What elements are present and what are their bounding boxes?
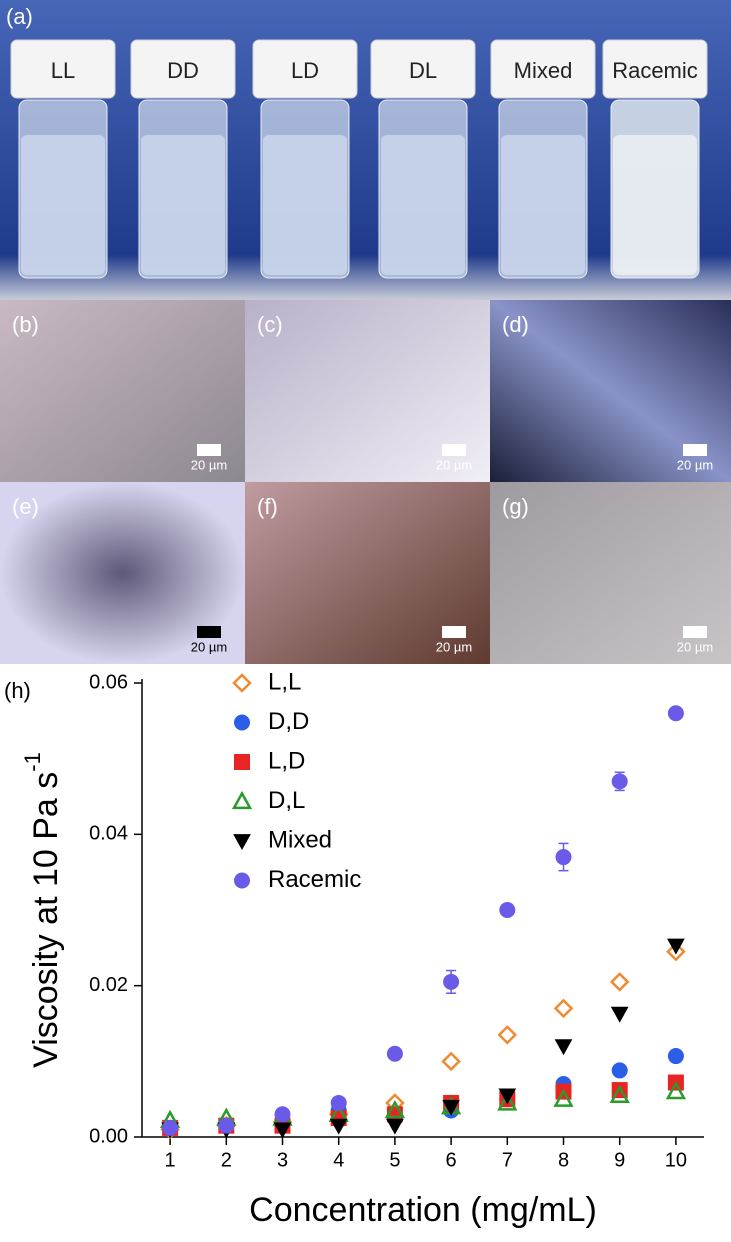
y-axis-label: Viscosity at 10 Pa s-1 (20, 752, 65, 1068)
data-point (665, 1081, 687, 1100)
legend-label: Racemic (268, 866, 361, 893)
data-point (329, 1118, 348, 1135)
data-point (555, 849, 572, 866)
data-point (441, 1051, 461, 1072)
vial-cap (370, 39, 476, 99)
data-point (666, 941, 686, 962)
scale-bar (683, 444, 707, 456)
panel-label: (f) (257, 494, 278, 519)
scale-label: 20 µm (677, 639, 713, 654)
data-point (497, 1092, 518, 1111)
data-point (611, 1062, 628, 1079)
x-tick-label: 8 (558, 1149, 569, 1171)
vial-cap (130, 39, 236, 99)
vial-liquid (21, 135, 105, 275)
y-tick-label: 0.04 (89, 823, 128, 845)
vial-liquid (613, 135, 697, 275)
data-point (443, 973, 460, 990)
vial-label: LD (291, 58, 319, 83)
panel-label: (a) (6, 4, 33, 29)
panel-label: (g) (502, 494, 529, 519)
data-point (554, 1039, 573, 1056)
x-tick-label: 4 (333, 1149, 344, 1171)
data-point (611, 773, 628, 790)
x-tick-label: 10 (665, 1149, 687, 1171)
scale-bar (442, 626, 466, 638)
data-point (498, 1088, 517, 1105)
legend-marker (234, 754, 250, 770)
y-axis-label-superscript: -1 (20, 752, 45, 772)
data-point (499, 902, 516, 918)
legend-marker (234, 714, 250, 731)
y-tick-label: 0.02 (89, 974, 128, 996)
data-point (162, 1119, 179, 1136)
y-tick-label: 0.06 (89, 671, 128, 693)
y-tick-label: 0.00 (89, 1125, 128, 1147)
scale-label: 20 µm (191, 639, 227, 654)
vial-label: Mixed (514, 58, 573, 83)
x-tick-label: 5 (389, 1149, 400, 1171)
x-tick-label: 2 (221, 1149, 232, 1171)
x-axis-label: Concentration (mg/mL) (249, 1191, 597, 1229)
x-tick-label: 9 (614, 1149, 625, 1171)
data-point (667, 938, 685, 955)
scale-label: 20 µm (436, 457, 472, 472)
vial-label: Racemic (612, 58, 698, 83)
panel-label: (b) (12, 312, 39, 337)
vial-cap (10, 39, 116, 99)
vial-liquid (141, 135, 225, 275)
legend-marker (232, 673, 252, 693)
scale-label: 20 µm (436, 639, 472, 654)
x-tick-label: 1 (165, 1149, 176, 1171)
legend-marker (233, 834, 251, 851)
vial-liquid (501, 135, 585, 275)
vial-cap (602, 39, 708, 99)
vial-cap (252, 39, 358, 99)
legend-label: L,D (268, 747, 305, 774)
data-point (384, 1099, 406, 1119)
vial-label: DL (409, 58, 437, 83)
data-point (553, 1088, 574, 1107)
data-point (274, 1106, 291, 1123)
y-axis-label-text: Viscosity at 10 Pa s (27, 772, 65, 1068)
data-point (330, 1094, 347, 1111)
x-tick-label: 6 (446, 1149, 457, 1171)
legend-marker (234, 872, 250, 889)
scale-bar (197, 626, 221, 638)
data-point (497, 1025, 518, 1045)
legend-label: L,L (268, 668, 301, 695)
data-point (442, 1099, 460, 1116)
legend-marker (231, 790, 253, 810)
scale-bar (683, 626, 707, 638)
data-point (386, 1045, 403, 1062)
data-point (553, 998, 574, 1019)
x-tick-label: 7 (502, 1149, 513, 1171)
x-tick-label: 3 (277, 1149, 288, 1171)
data-point (273, 1122, 292, 1139)
panel-label: (h) (4, 678, 31, 703)
data-point (218, 1117, 235, 1134)
legend-label: Mixed (268, 826, 332, 853)
data-point (667, 705, 684, 722)
data-point (386, 1118, 404, 1135)
legend-label: D,L (268, 787, 305, 814)
vial-label: DD (167, 58, 199, 83)
data-point (609, 972, 630, 992)
vial-cap (490, 39, 596, 99)
scale-label: 20 µm (677, 457, 713, 472)
data-point (610, 1006, 629, 1023)
scale-label: 20 µm (191, 457, 227, 472)
data-point (609, 1084, 630, 1104)
scale-bar (442, 444, 466, 456)
panel-label: (e) (12, 494, 39, 519)
panel-label: (c) (257, 312, 283, 337)
panel-label: (d) (502, 312, 529, 337)
scale-bar (197, 444, 221, 456)
vial-liquid (263, 135, 347, 275)
vial-liquid (381, 135, 465, 275)
data-point (667, 1048, 684, 1065)
vial-label: LL (51, 58, 75, 83)
legend-label: D,D (268, 708, 309, 735)
